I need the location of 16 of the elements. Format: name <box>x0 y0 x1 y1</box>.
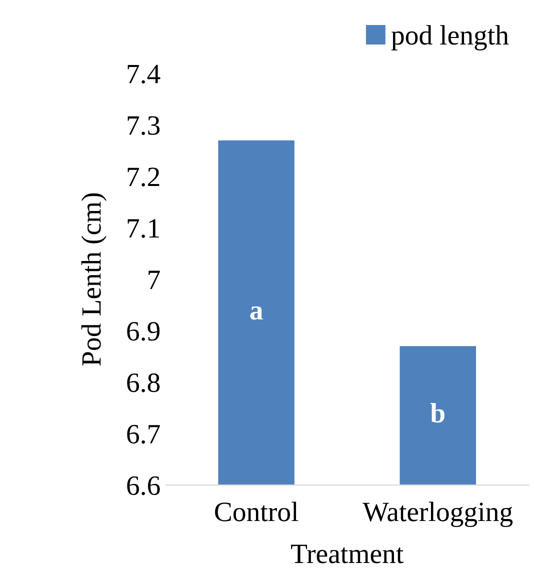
y-tick-label: 6.7 <box>127 424 160 444</box>
y-tick-label: 6.9 <box>127 322 160 341</box>
x-tick-label: Waterlogging <box>362 502 513 528</box>
y-tick-label: 6.6 <box>127 476 160 496</box>
y-tick-label: 6.8 <box>127 373 160 392</box>
x-tick-label: Control <box>215 502 298 522</box>
legend-label: pod length <box>391 25 509 50</box>
y-axis-title: Pod Lenth (cm) <box>81 193 107 366</box>
y-tick-label: 7.3 <box>128 116 160 135</box>
annotation: a <box>250 306 263 320</box>
y-tick-label: 7.1 <box>128 219 160 238</box>
x-axis-title: Treatment <box>291 544 404 564</box>
y-tick-label: 7 <box>148 270 160 289</box>
y-tick-label: 7.2 <box>128 168 160 186</box>
y-tick-label: 7.4 <box>128 64 160 84</box>
annotation: b <box>430 403 444 423</box>
